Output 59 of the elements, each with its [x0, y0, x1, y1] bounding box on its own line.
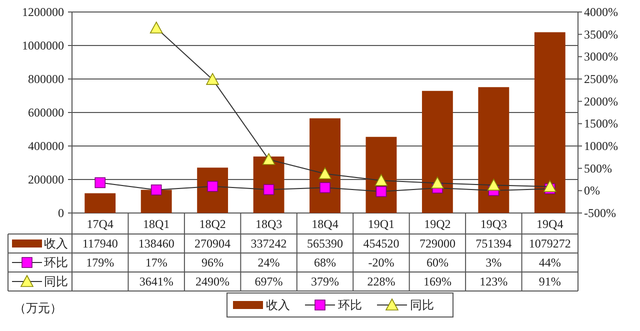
xtick: 19Q1	[368, 217, 395, 231]
xtick: 19Q4	[536, 217, 564, 231]
data-label: 68%	[314, 256, 336, 270]
legend-label: 同比	[410, 298, 434, 312]
ytick: 0	[58, 206, 64, 220]
ytick: 200000	[28, 172, 64, 186]
y2tick: 1000%	[584, 139, 618, 153]
y2tick: 2500%	[584, 72, 618, 86]
data-label: 138460	[138, 236, 174, 250]
data-label: 2490%	[196, 274, 230, 288]
data-label: -20%	[368, 256, 394, 270]
xtick: 19Q2	[424, 217, 451, 231]
xtick: 18Q2	[199, 217, 226, 231]
data-label: 17%	[145, 256, 168, 270]
data-label: 24%	[258, 256, 280, 270]
data-label: 697%	[254, 274, 283, 288]
data-label: 1079272	[528, 236, 571, 250]
ytick: 1200000	[22, 5, 64, 19]
y2tick: 3000%	[584, 50, 618, 64]
data-label: 270904	[194, 236, 231, 250]
data-label: 379%	[311, 274, 339, 288]
data-label: 117940	[82, 236, 118, 250]
xtick: 19Q3	[480, 217, 507, 231]
data-label: 228%	[367, 274, 396, 288]
data-label: 96%	[202, 256, 224, 270]
ytick: 400000	[28, 139, 64, 153]
data-label: 60%	[426, 256, 448, 270]
y2tick: 3500%	[584, 27, 618, 42]
data-label: 565390	[307, 236, 343, 250]
data-label: 3%	[486, 256, 502, 270]
annotation: （万元）	[14, 301, 62, 315]
data-label: 454520	[363, 236, 400, 250]
data-label: 169%	[423, 274, 452, 288]
y2tick: 2000%	[584, 94, 618, 108]
ytick: 800000	[28, 72, 64, 86]
table-header: 收入	[44, 236, 68, 250]
xtick: 18Q3	[255, 217, 282, 231]
table-header: 环比	[44, 256, 68, 270]
y2tick: 4000%	[584, 5, 618, 19]
y2tick: 500%	[584, 161, 612, 176]
ytick: 600000	[28, 106, 64, 120]
legend-label: 环比	[338, 298, 362, 312]
table-header: 同比	[44, 274, 68, 288]
y2tick: -500%	[584, 206, 616, 220]
data-label: 44%	[538, 256, 561, 270]
data-label: 3641%	[139, 274, 174, 288]
xtick: 18Q4	[312, 217, 338, 231]
data-label: 123%	[480, 274, 508, 288]
y2tick: 0%	[584, 184, 600, 198]
data-label: 751394	[476, 236, 512, 250]
legend-label: 收入	[266, 298, 290, 312]
data-label: 91%	[538, 274, 561, 288]
data-label: 337242	[250, 236, 287, 250]
xtick: 18Q1	[143, 217, 170, 231]
y2tick: 1500%	[584, 116, 618, 131]
ytick: 1000000	[22, 38, 64, 52]
data-label: 729000	[419, 236, 456, 250]
xtick: 17Q4	[86, 217, 114, 231]
data-label: 179%	[86, 256, 114, 270]
